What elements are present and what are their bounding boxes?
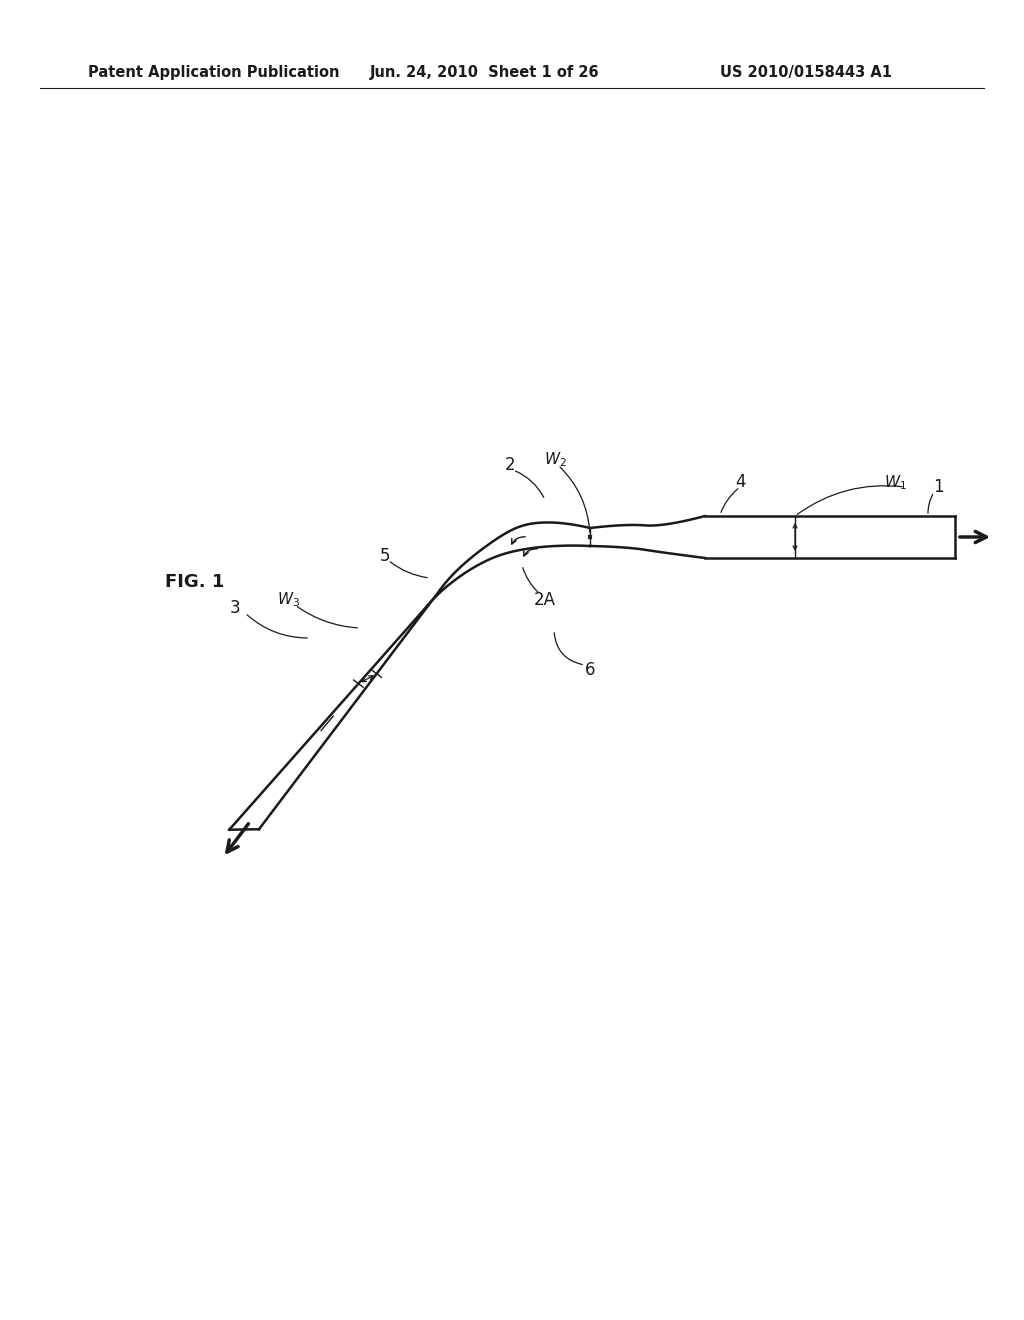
Text: 2A: 2A	[534, 591, 556, 609]
Text: 4: 4	[735, 473, 745, 491]
Text: Jun. 24, 2010  Sheet 1 of 26: Jun. 24, 2010 Sheet 1 of 26	[370, 65, 600, 79]
Text: $W_2$: $W_2$	[544, 450, 566, 470]
Text: 5: 5	[380, 546, 390, 565]
Text: 6: 6	[585, 661, 595, 678]
Text: $W_3$: $W_3$	[276, 590, 299, 610]
Text: Patent Application Publication: Patent Application Publication	[88, 65, 340, 79]
Text: $W_1$: $W_1$	[884, 474, 906, 492]
Text: US 2010/0158443 A1: US 2010/0158443 A1	[720, 65, 892, 79]
Text: 1: 1	[933, 478, 943, 496]
Text: 3: 3	[229, 599, 241, 616]
Text: FIG. 1: FIG. 1	[165, 573, 224, 591]
Text: 2: 2	[505, 455, 515, 474]
